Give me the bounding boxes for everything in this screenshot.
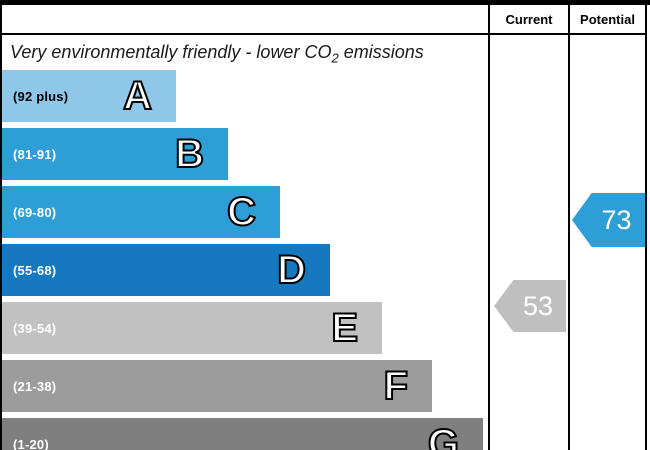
rating-band: (92 plus) A (2, 70, 176, 122)
potential-rating-value: 73 (601, 204, 632, 235)
right-border (645, 0, 647, 450)
header-divider (0, 33, 647, 35)
potential-column-header: Potential (580, 11, 635, 27)
chart-title-suffix: emissions (338, 42, 424, 62)
band-letter: A (122, 74, 153, 118)
band-range-label: (1-20) (13, 436, 49, 450)
rating-band: (81-91) B (2, 128, 228, 180)
band-letter: D (276, 248, 307, 292)
band-letter: B (174, 132, 205, 176)
potential-rating-arrow: 73 (572, 193, 645, 247)
current-column-header: Current (505, 11, 553, 27)
top-border (0, 0, 650, 5)
chart-title-subscript: 2 (331, 50, 339, 66)
band-letter: F (383, 364, 409, 408)
band-letter: E (330, 306, 359, 350)
band-range-label: (92 plus) (13, 88, 69, 104)
band-letter: C (226, 190, 257, 234)
current-column-divider (488, 0, 490, 450)
chart-title-text: Very environmentally friendly - lower CO (10, 42, 332, 62)
band-range-label: (21-38) (13, 378, 57, 394)
chart-title: Very environmentally friendly - lower CO… (10, 42, 484, 66)
rating-band: (21-38) F (2, 360, 432, 412)
band-letter: G (427, 422, 460, 450)
rating-band: (69-80) C (2, 186, 280, 238)
left-border (0, 0, 2, 450)
potential-column-divider (568, 0, 570, 450)
band-range-label: (39-54) (13, 320, 57, 336)
rating-band: (39-54) E (2, 302, 382, 354)
band-range-label: (55-68) (13, 262, 57, 278)
band-range-label: (69-80) (13, 204, 57, 220)
current-rating-arrow: 53 (494, 280, 566, 332)
rating-band: (1-20) G (2, 418, 483, 450)
rating-band: (55-68) D (2, 244, 330, 296)
current-rating-value: 53 (522, 290, 554, 321)
band-range-label: (81-91) (13, 146, 57, 162)
